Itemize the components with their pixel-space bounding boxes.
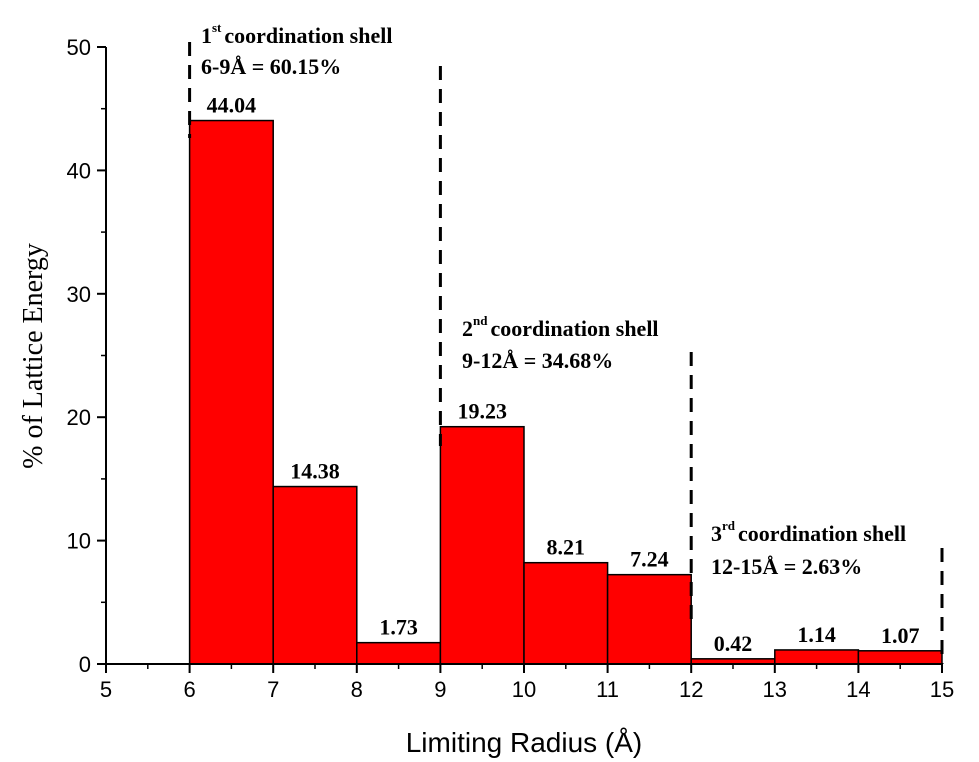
shell-annotations: 1st coordination shell 6-9Å = 60.15% 2nd coo… (201, 20, 906, 579)
y-tick-label: 0 (79, 652, 91, 677)
bar (523, 561, 609, 665)
x-tick-label: 8 (351, 677, 363, 702)
bar (356, 641, 442, 665)
bar-value-label: 8.21 (547, 535, 586, 560)
bars-group (188, 119, 943, 665)
y-axis-title: % of Lattice Energy (18, 243, 49, 469)
bar-value-label: 1.14 (797, 622, 836, 647)
x-tick-label: 14 (846, 677, 870, 702)
bar-value-label: 19.23 (457, 399, 507, 424)
y-tick-label: 50 (67, 35, 91, 60)
y-tick-label: 30 (67, 282, 91, 307)
bar (606, 573, 692, 665)
x-tick-label: 11 (596, 677, 619, 702)
x-tick-label: 15 (930, 677, 954, 702)
y-tick-label: 20 (67, 405, 91, 430)
bar-value-label: 1.73 (379, 615, 418, 640)
x-tick-label: 6 (183, 677, 195, 702)
shell-range: 9-12Å = 34.68% (462, 348, 613, 373)
x-tick-label: 7 (267, 677, 279, 702)
bar-value-label: 1.07 (881, 623, 920, 648)
bar-value-label: 0.42 (714, 631, 753, 656)
shell-dividers (188, 42, 944, 664)
x-axis-title: Limiting Radius (Å) (406, 727, 643, 758)
x-tick-label: 9 (434, 677, 446, 702)
bar-value-label: 14.38 (290, 459, 340, 484)
bar (857, 650, 943, 665)
shell-heading: 1st coordination shell (201, 20, 392, 48)
bar-value-label: 44.04 (207, 93, 257, 118)
x-tick-label: 5 (100, 677, 112, 702)
bar (272, 485, 358, 665)
x-tick-label: 10 (512, 677, 536, 702)
bar-labels-group: 44.04 14.38 1.73 19.23 8.21 7.24 0.42 1.14 1.07 (207, 93, 920, 656)
x-tick-label: 13 (763, 677, 787, 702)
bar (774, 649, 860, 665)
bar-value-label: 7.24 (630, 547, 669, 572)
y-tick-label: 10 (67, 529, 91, 554)
bar (439, 425, 525, 665)
x-tick-label: 12 (679, 677, 703, 702)
bar (188, 119, 274, 665)
shell-range: 6-9Å = 60.15% (201, 54, 341, 79)
shell-range: 12-15Å = 2.63% (711, 554, 862, 579)
y-tick-label: 40 (67, 158, 91, 183)
shell-heading: 3rd coordination shell (711, 518, 906, 546)
axes-group: 5 6 7 8 9 10 11 12 13 14 15 0 10 20 30 40 50 (67, 35, 955, 702)
shell-heading: 2nd coordination shell (462, 313, 659, 341)
